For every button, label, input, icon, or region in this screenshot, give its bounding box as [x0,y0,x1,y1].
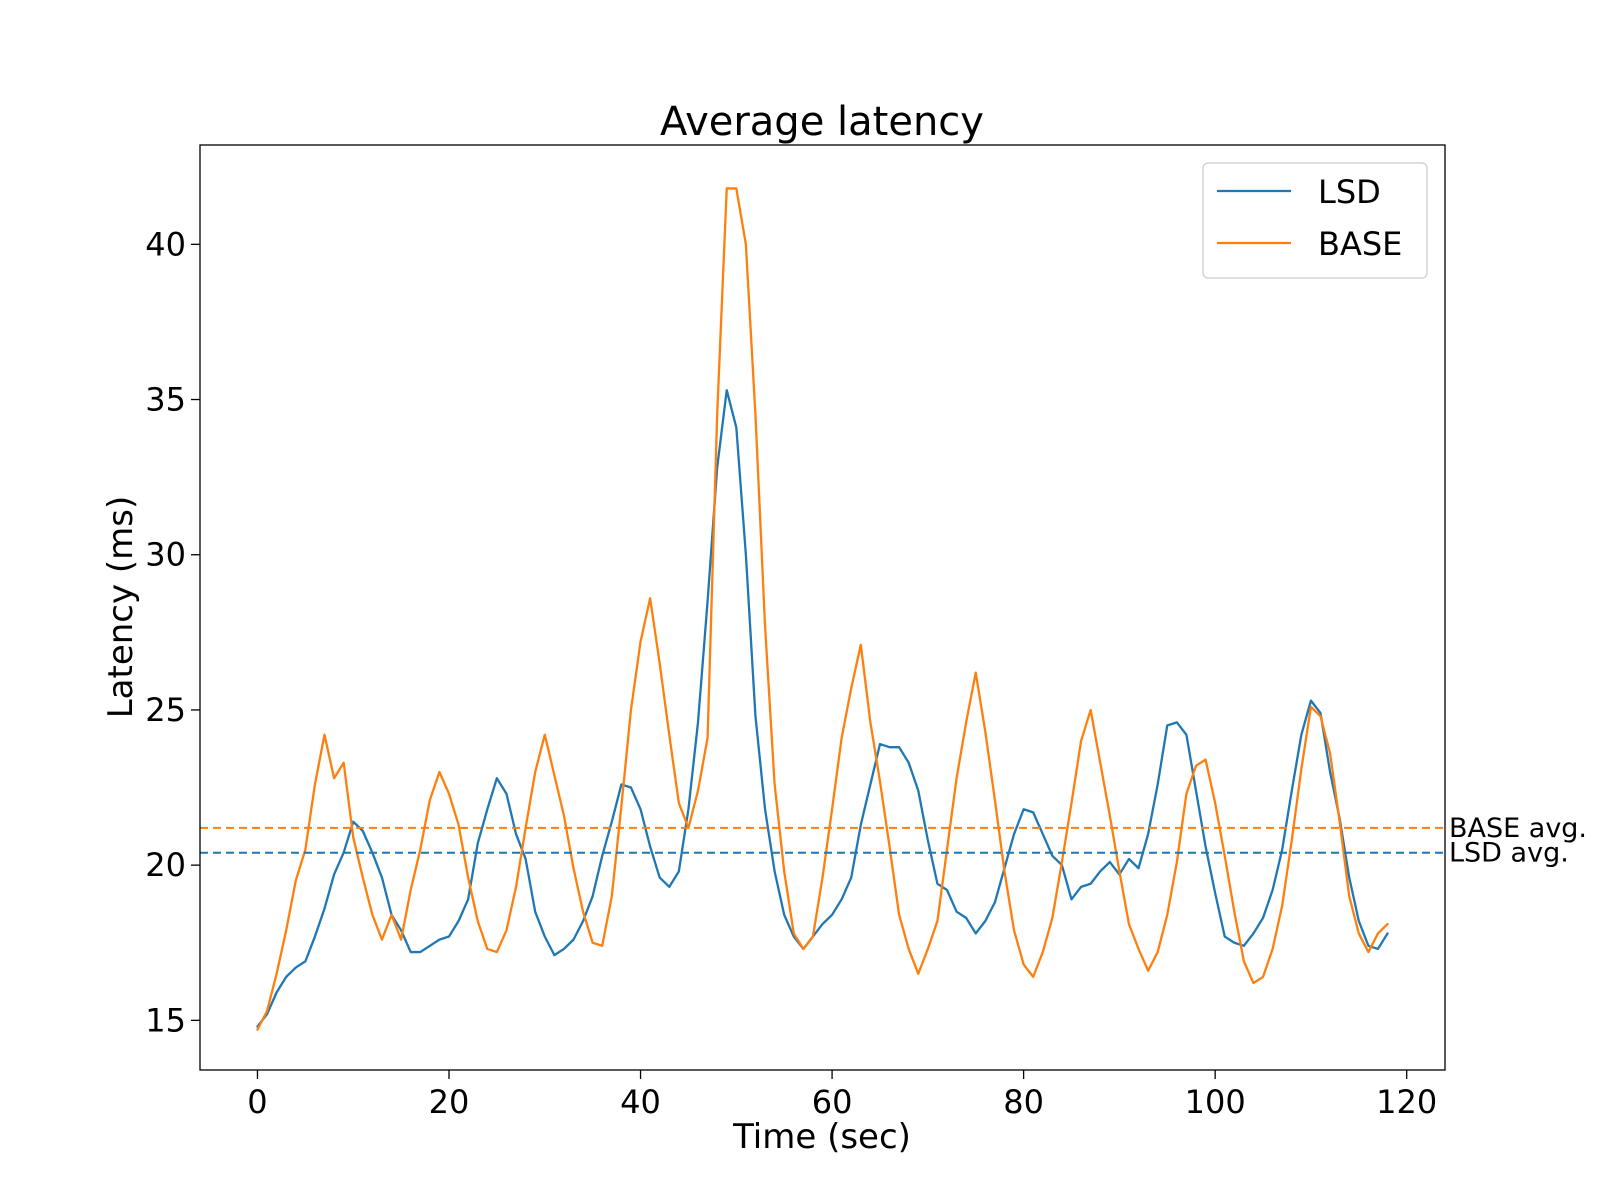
y-tick-label: 15 [145,1001,186,1039]
plot-background [200,145,1445,1070]
x-axis-label: Time (sec) [732,1117,911,1157]
plot-frame [199,144,1446,1071]
y-tick-label: 35 [145,381,186,419]
x-tick-label: 80 [1003,1083,1044,1121]
chart-title: Average latency [660,99,984,145]
y-tick-label: 40 [145,225,186,263]
x-axis-ticks: 0 20 40 60 80 100 120 [247,1070,1437,1121]
x-tick-label: 20 [429,1083,470,1121]
legend-label-lsd: LSD [1318,173,1381,211]
y-axis-label: Latency (ms) [101,496,141,719]
y-tick-label: 25 [145,691,186,729]
x-tick-label: 60 [812,1083,853,1121]
avg-label-lsd: LSD avg. [1449,838,1569,869]
x-tick-label: 0 [247,1083,267,1121]
y-axis-ticks: 15 20 25 30 35 40 [145,225,200,1039]
series-layer [256,187,1389,1031]
reference-lines-layer: BASE avg.LSD avg. [200,813,1587,869]
legend: LSD BASE [1202,162,1428,279]
legend-label-base: BASE [1318,225,1402,263]
series-line-lsd [256,389,1389,1028]
x-tick-label: 40 [620,1083,661,1121]
x-tick-label: 120 [1376,1083,1437,1121]
y-tick-label: 20 [145,846,186,884]
avg-label-base: BASE avg. [1449,813,1587,844]
x-tick-label: 100 [1185,1083,1246,1121]
series-line-base [256,187,1389,1031]
y-tick-label: 30 [145,536,186,574]
